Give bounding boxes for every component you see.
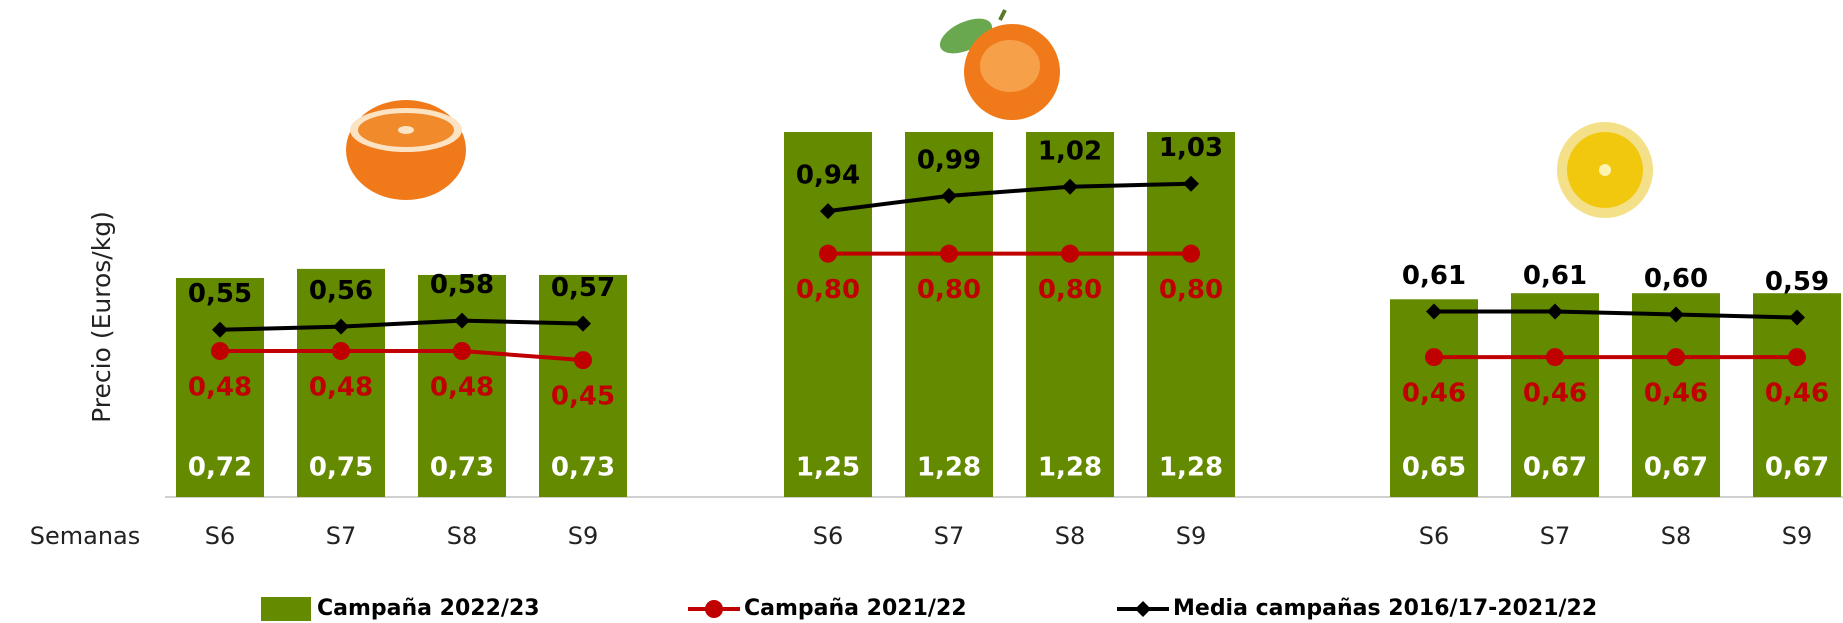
- bar-value-label: 1,25: [796, 453, 860, 483]
- marker: [1061, 245, 1079, 263]
- x-tick-label: S8: [1661, 522, 1692, 550]
- x-tick-label: S9: [1176, 522, 1207, 550]
- marker: [1667, 348, 1685, 366]
- line-value-label: 0,46: [1765, 379, 1829, 409]
- line-value-label: 0,56: [309, 276, 373, 306]
- x-tick-label: S9: [1782, 522, 1813, 550]
- line-value-label: 0,94: [796, 161, 860, 191]
- marker: [332, 342, 350, 360]
- marker: [819, 245, 837, 263]
- bar-value-label: 0,73: [551, 453, 615, 483]
- line: [1434, 311, 1797, 317]
- bar-value-label: 0,75: [309, 453, 373, 483]
- line-value-label: 0,48: [188, 373, 252, 403]
- marker: [1425, 348, 1443, 366]
- line-value-label: 0,46: [1644, 379, 1708, 409]
- marker: [574, 351, 592, 369]
- marker: [1546, 348, 1564, 366]
- x-tick-label: S6: [813, 522, 844, 550]
- x-tick-label: S7: [934, 522, 965, 550]
- x-tick-label: S7: [1540, 522, 1571, 550]
- line-value-label: 0,45: [551, 382, 615, 412]
- line-value-label: 0,80: [917, 275, 981, 305]
- line-value-label: 0,58: [430, 270, 494, 300]
- bar-value-label: 0,73: [430, 453, 494, 483]
- line-value-label: 0,61: [1523, 261, 1587, 291]
- line-value-label: 0,48: [309, 373, 373, 403]
- line-value-label: 0,61: [1402, 261, 1466, 291]
- orange-half-icon: [346, 100, 466, 200]
- line: [220, 321, 583, 330]
- chart: Precio (Euros/kg) Semanas S6 S7 S8 S9 0,72 0,…: [0, 0, 1843, 623]
- bar-value-label: 0,65: [1402, 453, 1466, 483]
- marker: [211, 342, 229, 360]
- x-tick-label: S9: [568, 522, 599, 550]
- legend-label: Campaña 2021/22: [744, 596, 967, 621]
- x-tick-label: S8: [447, 522, 478, 550]
- x-tick-label: S6: [1419, 522, 1450, 550]
- line-value-label: 0,80: [1159, 275, 1223, 305]
- bar-value-label: 0,67: [1644, 453, 1708, 483]
- line-value-label: 0,48: [430, 373, 494, 403]
- line-value-label: 0,80: [1038, 275, 1102, 305]
- bar-value-label: 1,28: [917, 453, 981, 483]
- line-value-label: 0,46: [1523, 379, 1587, 409]
- line-value-label: 0,99: [917, 145, 981, 175]
- line-value-label: 0,55: [188, 279, 252, 309]
- line: [220, 351, 583, 360]
- line-value-label: 1,03: [1159, 133, 1223, 163]
- line-value-label: 0,80: [796, 275, 860, 305]
- legend-label: Media campañas 2016/17-2021/22: [1173, 596, 1597, 621]
- legend-marker: [705, 600, 723, 618]
- legend-marker: [1135, 601, 1151, 617]
- line-value-label: 1,02: [1038, 136, 1102, 166]
- line-value-label: 0,57: [551, 273, 615, 303]
- x-axis-label: Semanas: [30, 522, 141, 550]
- marker: [453, 342, 471, 360]
- lemon-icon: [1557, 122, 1653, 218]
- marker: [940, 245, 958, 263]
- bar-value-label: 1,28: [1038, 453, 1102, 483]
- line-value-label: 0,46: [1402, 379, 1466, 409]
- orange-icon: [935, 10, 1060, 120]
- bar-value-label: 0,67: [1523, 453, 1587, 483]
- bar-value-label: 1,28: [1159, 453, 1223, 483]
- x-tick-label: S8: [1055, 522, 1086, 550]
- x-tick-label: S6: [205, 522, 236, 550]
- line-value-label: 0,59: [1765, 267, 1829, 297]
- bar-value-label: 0,67: [1765, 453, 1829, 483]
- legend-swatch: [261, 597, 311, 621]
- y-axis-label: Precio (Euros/kg): [87, 211, 116, 423]
- marker: [1182, 245, 1200, 263]
- bar-value-label: 0,72: [188, 453, 252, 483]
- legend-label: Campaña 2022/23: [317, 596, 540, 621]
- line-value-label: 0,60: [1644, 264, 1708, 294]
- x-tick-label: S7: [326, 522, 357, 550]
- marker: [1788, 348, 1806, 366]
- line: [828, 184, 1191, 211]
